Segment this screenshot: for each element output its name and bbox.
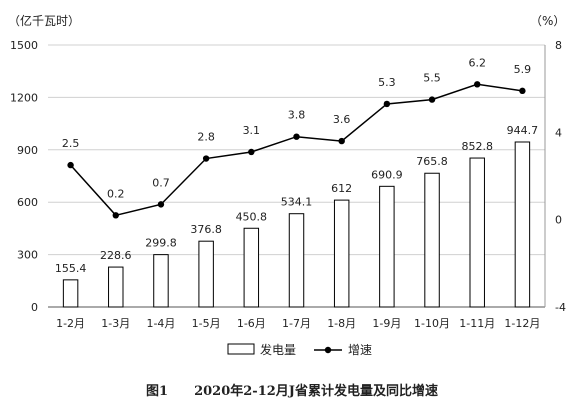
growth-point (428, 96, 436, 103)
left-axis-unit: （亿千瓦时） (8, 14, 81, 28)
growth-value-label: 5.9 (514, 63, 532, 76)
bar (108, 266, 124, 308)
chart-plot: 0 300 600 900 1200 1500 -4 0 4 8 155.4 228.6 299.8 37… (10, 39, 566, 357)
bar-value-label: 376.8 (190, 223, 222, 236)
left-tick-label: 300 (17, 249, 38, 262)
bar (198, 240, 214, 308)
category-label: 1-7月 (282, 317, 311, 330)
bar-value-label: 450.8 (236, 210, 268, 223)
legend-line-label: 增速 (348, 343, 372, 357)
growth-point (112, 212, 119, 219)
bar-value-label: 852.8 (461, 140, 493, 153)
category-label: 1-6月 (237, 317, 266, 330)
bar-value-label: 765.8 (416, 155, 448, 168)
bar-value-label: 944.7 (507, 124, 539, 137)
left-tick-label: 1500 (10, 39, 38, 52)
bar (243, 227, 260, 308)
category-label: 1-5月 (192, 317, 221, 330)
bar-value-label: 299.8 (145, 237, 177, 250)
chart-title: 图1 2020年2-12月J省累计发电量及同比增速 (146, 384, 438, 399)
growth-value-label: 3.1 (243, 124, 261, 137)
growth-value-label: 3.6 (333, 113, 351, 126)
right-axis-unit: （%） (530, 14, 566, 28)
right-tick-label: 8 (555, 39, 562, 52)
growth-value-label: 5.5 (423, 72, 441, 85)
bar (333, 199, 350, 308)
growth-value-label: 2.8 (197, 131, 215, 144)
growth-value-label: 5.3 (378, 76, 396, 89)
growth-point (474, 81, 481, 88)
bar (514, 141, 531, 308)
growth-value-label: 2.5 (62, 137, 80, 150)
legend-line-marker (324, 346, 332, 354)
right-tick-label: 4 (555, 126, 562, 139)
legend-bar-label: 发电量 (260, 342, 296, 357)
growth-point (383, 100, 391, 108)
left-tick-label: 0 (31, 301, 38, 314)
growth-point (293, 133, 300, 140)
growth-value-label: 0.7 (152, 176, 170, 189)
growth-point (248, 148, 255, 156)
category-label: 1-8月 (327, 317, 356, 330)
bar-value-label: 155.4 (55, 262, 87, 275)
category-label: 1-9月 (372, 317, 401, 330)
growth-point (519, 87, 526, 95)
growth-value-label: 6.2 (468, 56, 486, 69)
left-tick-label: 1200 (10, 91, 38, 104)
category-label: 1-2月 (56, 317, 85, 330)
bar (62, 279, 79, 308)
bar (288, 213, 305, 308)
growth-point (67, 161, 74, 169)
category-label: 1-10月 (414, 317, 450, 330)
category-label: 1-4月 (146, 317, 175, 330)
bar (153, 254, 169, 308)
growth-value-label: 0.2 (107, 187, 125, 200)
left-tick-label: 600 (17, 196, 38, 209)
bar-value-label: 228.6 (100, 249, 132, 262)
category-label: 1-12月 (504, 317, 540, 330)
bar-value-label: 612 (331, 182, 352, 195)
bar-value-label: 534.1 (281, 196, 313, 209)
right-tick-label: -4 (555, 301, 566, 314)
legend-bar-swatch (227, 343, 255, 355)
growth-point (202, 155, 210, 162)
growth-point (338, 137, 345, 145)
category-label: 1-11月 (459, 317, 495, 330)
growth-value-label: 3.8 (288, 109, 306, 122)
bar (424, 172, 440, 308)
bar (379, 185, 395, 308)
category-label: 1-3月 (101, 317, 130, 330)
growth-point (157, 201, 165, 208)
left-tick-label: 900 (17, 144, 38, 157)
bar (469, 157, 485, 308)
bar-value-label: 690.9 (371, 168, 403, 181)
right-tick-label: 0 (555, 214, 562, 227)
